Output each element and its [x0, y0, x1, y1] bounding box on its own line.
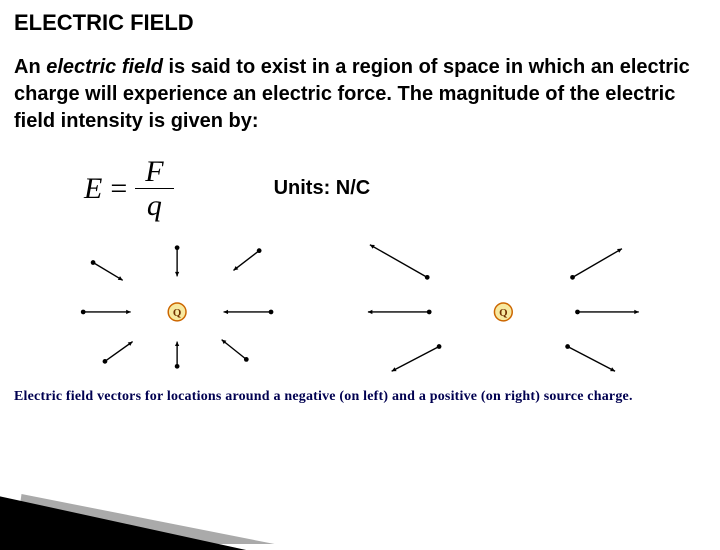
intro-paragraph: An electric field is said to exist in a … [14, 54, 706, 135]
text-emph: electric field [46, 56, 163, 78]
text-pre: An [14, 56, 46, 78]
units-label: Units: N/C [274, 177, 371, 200]
formula-eq: = [110, 172, 127, 206]
formula-row: E = F q Units: N/C [84, 155, 706, 222]
formula: E = F q [84, 155, 174, 222]
formula-lhs: E [84, 172, 102, 206]
field-diagram: QQ [14, 232, 706, 382]
diagram-caption: Electric field vectors for locations aro… [14, 389, 706, 405]
svg-text:Q: Q [173, 307, 181, 319]
formula-num: F [135, 155, 173, 189]
formula-fraction: F q [135, 155, 173, 222]
decorative-wedge [0, 495, 254, 550]
formula-den: q [137, 189, 172, 222]
svg-text:Q: Q [499, 307, 507, 319]
page-title: ELECTRIC FIELD [14, 10, 706, 36]
text-tail: is given by: [143, 110, 259, 132]
